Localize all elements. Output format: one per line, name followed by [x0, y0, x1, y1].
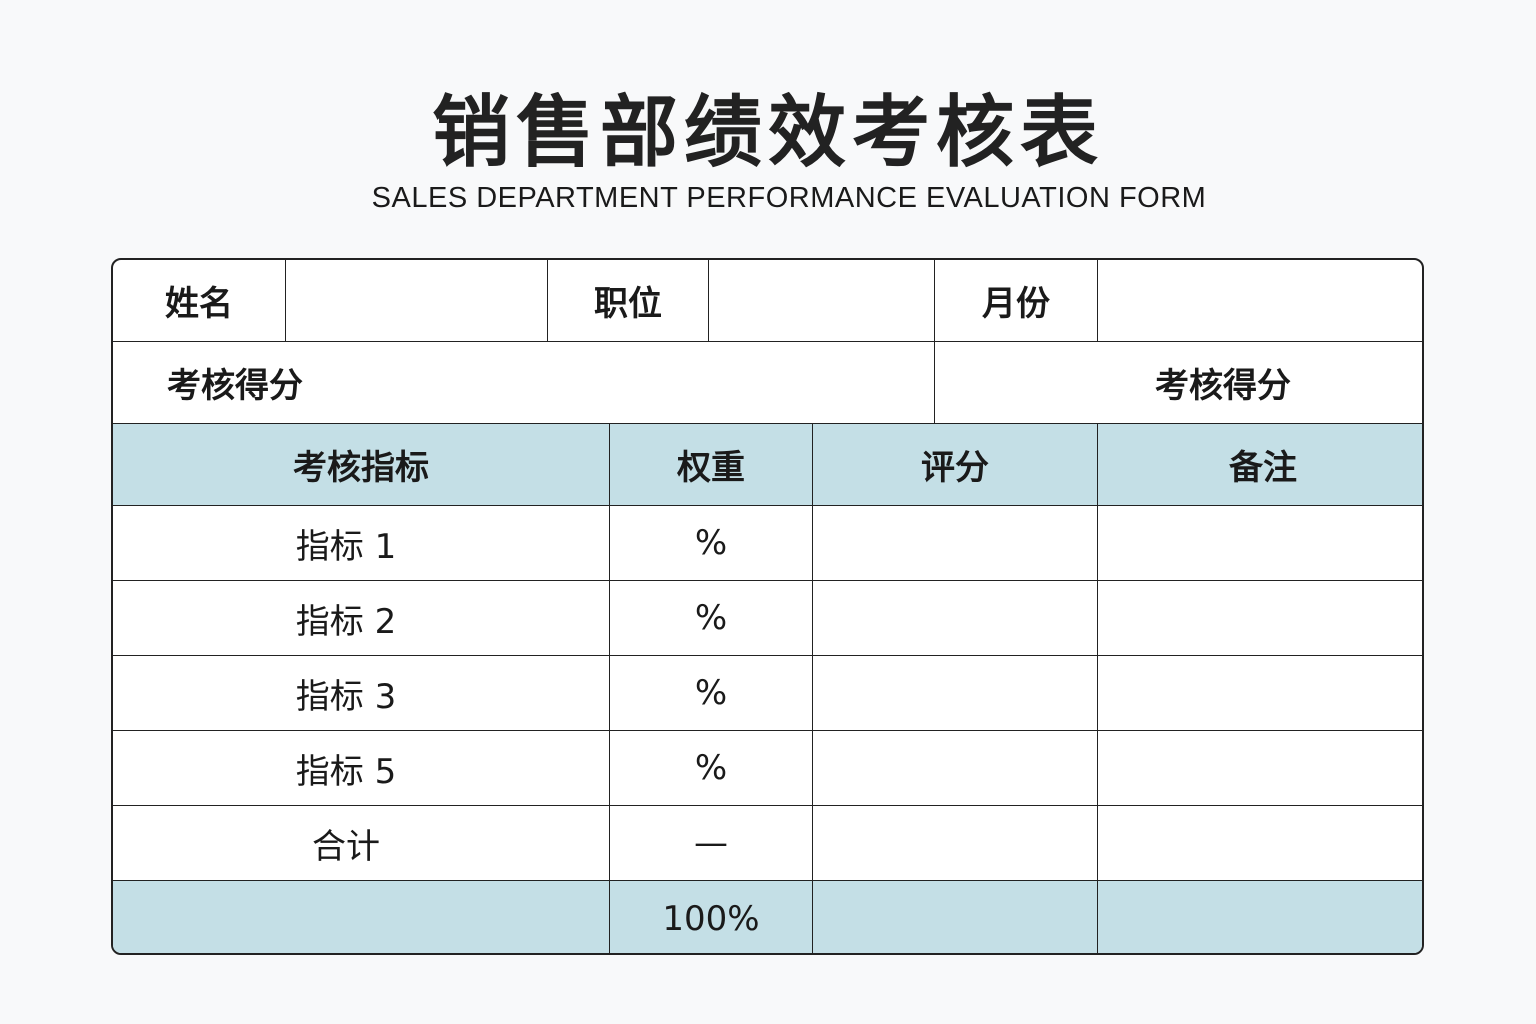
row-2-weight: %	[610, 581, 813, 656]
row-6-indicator	[113, 881, 610, 953]
row-6-note[interactable]	[1098, 881, 1422, 953]
score-label-left: 考核得分	[113, 342, 935, 424]
position-field[interactable]	[709, 260, 935, 342]
month-field[interactable]	[1098, 260, 1422, 342]
name-label: 姓名	[113, 260, 286, 342]
row-6-score[interactable]	[813, 881, 1098, 953]
row-4-indicator: 指标 5	[113, 731, 610, 806]
header-note: 备注	[1098, 424, 1422, 506]
header-score: 评分	[813, 424, 1098, 506]
row-3-score[interactable]	[813, 656, 1098, 731]
row-5-weight: —	[610, 806, 813, 881]
row-3-indicator: 指标 3	[113, 656, 610, 731]
row-1-indicator: 指标 1	[113, 506, 610, 581]
month-label: 月份	[935, 260, 1098, 342]
position-label: 职位	[548, 260, 709, 342]
row-2-indicator: 指标 2	[113, 581, 610, 656]
row-5-indicator: 合计	[113, 806, 610, 881]
row-3-weight: %	[610, 656, 813, 731]
row-4-weight: %	[610, 731, 813, 806]
evaluation-table: 姓名 职位 月份 考核得分 考核得分 考核指标 权重 评分 备注 指标 1% 指标…	[111, 258, 1424, 955]
page-title: 销售部绩效考核表	[431, 88, 1104, 178]
header-indicator: 考核指标	[113, 424, 610, 506]
header-weight: 权重	[610, 424, 813, 506]
row-6-weight: 100%	[610, 881, 813, 953]
page-subtitle: SALES DEPARTMENT PERFORMANCE EVALUATION …	[371, 182, 1207, 214]
row-2-score[interactable]	[813, 581, 1098, 656]
row-4-note[interactable]	[1098, 731, 1422, 806]
row-1-note[interactable]	[1098, 506, 1422, 581]
row-1-score[interactable]	[813, 506, 1098, 581]
row-2-note[interactable]	[1098, 581, 1422, 656]
row-5-note[interactable]	[1098, 806, 1422, 881]
row-1-weight: %	[610, 506, 813, 581]
name-field[interactable]	[286, 260, 548, 342]
row-3-note[interactable]	[1098, 656, 1422, 731]
row-5-score[interactable]	[813, 806, 1098, 881]
row-4-score[interactable]	[813, 731, 1098, 806]
score-label-right: 考核得分	[935, 342, 1422, 424]
